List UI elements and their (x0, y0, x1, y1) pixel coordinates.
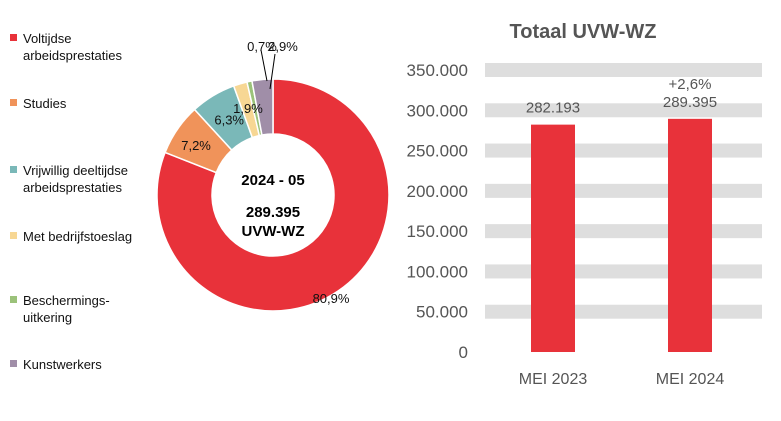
legend-swatch (10, 232, 17, 239)
legend-swatch (10, 360, 17, 367)
y-tick-label: 0 (459, 343, 468, 362)
donut-center-period: 2024 - 05 (241, 172, 304, 189)
grid-band (485, 143, 762, 158)
y-tick-label: 100.000 (407, 262, 468, 281)
donut-center-unit: UVW-WZ (241, 223, 304, 240)
leader-line (269, 53, 276, 90)
y-tick-label: 150.000 (407, 222, 468, 241)
bar-value-label: 282.193 (526, 100, 580, 117)
donut-chart: 80,9% 7,2%6,3%1,9% 0,7%2,9% 2024 - 05 289.39… (156, 39, 390, 312)
legend-label: Studies (23, 96, 67, 111)
bar-chart: Totaal UVW-WZ 0 50.000 100.000 150.000 200.0… (407, 21, 762, 388)
legend-swatch (10, 296, 17, 303)
legend-label: Vrijwillig deeltijdse arbeidsprestaties (23, 163, 129, 195)
bar (668, 118, 712, 352)
legend-label: Beschermings- uitkering (23, 293, 110, 325)
y-tick-label: 350.000 (407, 61, 468, 80)
donut-center-total: 289.395 (246, 204, 300, 221)
legend-item: Beschermings- uitkering (10, 292, 170, 326)
donut-slice (251, 78, 274, 136)
x-tick-label: MEI 2023 (519, 371, 588, 388)
legend-item: Kunstwerkers (10, 356, 170, 373)
legend-item: Studies (10, 95, 170, 112)
y-tick-label: 50.000 (416, 303, 468, 322)
leader-line (260, 49, 268, 82)
y-tick-label: 250.000 (407, 142, 468, 161)
bar (531, 124, 575, 352)
legend-item: Voltijdse arbeidsprestaties (10, 30, 170, 64)
bar-chart-title: Totaal UVW-WZ (510, 21, 657, 43)
grid-band (485, 264, 762, 279)
legend-item: Met bedrijfstoeslag (10, 228, 170, 245)
legend-swatch (10, 34, 17, 41)
legend-swatch (10, 166, 17, 173)
legend-item: Vrijwillig deeltijdse arbeidsprestaties (10, 162, 170, 196)
x-tick-label: MEI 2024 (656, 371, 725, 388)
change-label: +2,6% (669, 76, 712, 93)
slice-label: 6,3% (214, 112, 244, 127)
slice-label: 1,9% (233, 101, 263, 116)
slice-label: 80,9% (313, 291, 350, 306)
donut-slice (156, 78, 390, 312)
y-tick-label: 300.000 (407, 101, 468, 120)
grid-band (485, 224, 762, 239)
slice-label: 0,7% (247, 39, 277, 54)
legend-label: Met bedrijfstoeslag (23, 229, 133, 244)
legend-swatch (10, 99, 17, 106)
y-tick-label: 200.000 (407, 182, 468, 201)
legend-label: Kunstwerkers (23, 357, 102, 372)
grid-band (485, 63, 762, 77)
slice-label: 2,9% (268, 39, 298, 54)
bar-value-label: 289.395 (663, 94, 717, 111)
slice-label: 7,2% (181, 138, 211, 153)
grid-band (485, 304, 762, 319)
legend-label: Voltijdse arbeidsprestaties (23, 31, 122, 63)
grid-band (485, 103, 762, 118)
grid-band (485, 183, 762, 198)
